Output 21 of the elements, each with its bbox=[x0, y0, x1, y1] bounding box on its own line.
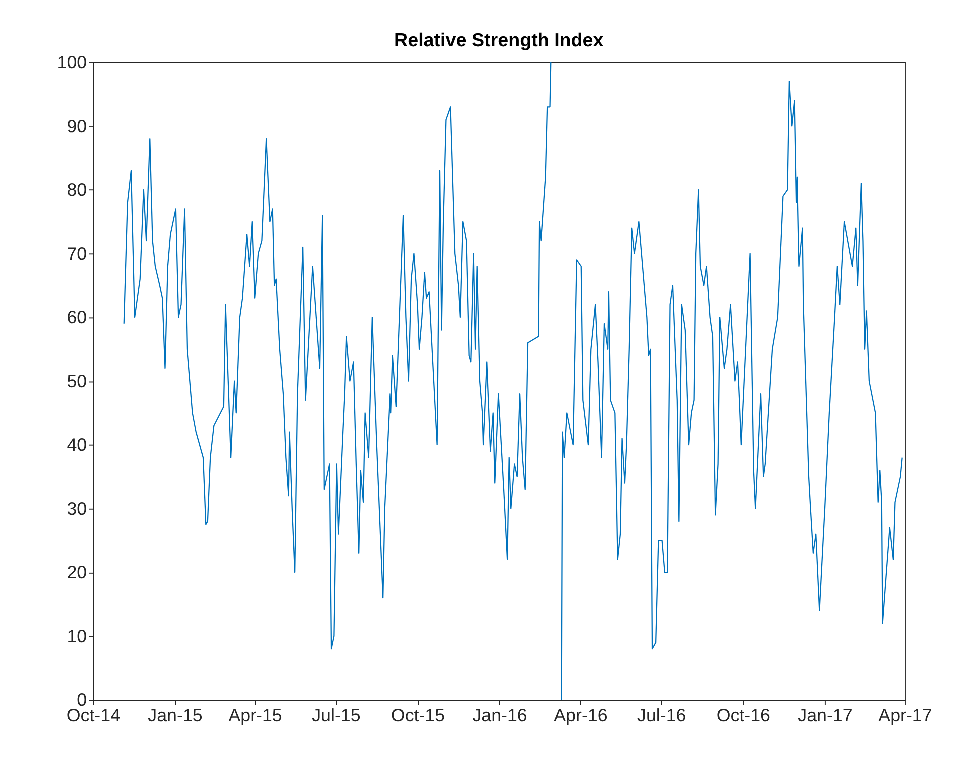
x-tick-label: Jul-16 bbox=[638, 705, 686, 726]
y-tick-label: 100 bbox=[57, 52, 88, 73]
y-tick-label: 50 bbox=[67, 371, 88, 392]
x-tick-label: Apr-15 bbox=[228, 705, 282, 726]
chart-title: Relative Strength Index bbox=[394, 30, 604, 51]
y-tick-label: 90 bbox=[67, 116, 88, 136]
x-tick-label: Jan-15 bbox=[148, 705, 203, 726]
x-tick-label: Jul-15 bbox=[312, 705, 361, 726]
x-tick-label: Apr-17 bbox=[878, 705, 932, 726]
y-tick-label: 70 bbox=[67, 244, 88, 264]
x-tick-label: Apr-16 bbox=[554, 705, 608, 726]
y-tick-label: 80 bbox=[67, 180, 88, 200]
x-tick-label: Jan-16 bbox=[472, 705, 528, 726]
y-tick-label: 10 bbox=[67, 626, 88, 646]
x-tick-label: Oct-15 bbox=[391, 705, 446, 726]
y-tick-label: 30 bbox=[67, 498, 88, 519]
y-tick-label: 40 bbox=[67, 435, 88, 456]
y-tick-label: 20 bbox=[67, 562, 88, 583]
x-tick-label: Oct-16 bbox=[716, 705, 771, 726]
y-tick-label: 60 bbox=[67, 308, 88, 328]
x-tick-label: Jan-17 bbox=[798, 705, 853, 726]
